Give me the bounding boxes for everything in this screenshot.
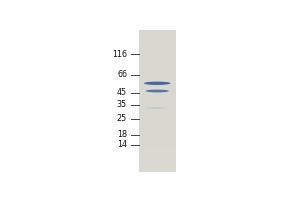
- Bar: [139, 110, 176, 115]
- Bar: [139, 49, 176, 54]
- Bar: [139, 167, 176, 172]
- Bar: [139, 30, 176, 35]
- Text: 116: 116: [112, 50, 127, 59]
- Bar: [139, 144, 176, 148]
- Bar: [139, 63, 176, 68]
- Bar: [139, 120, 176, 125]
- Bar: [139, 96, 176, 101]
- Text: 14: 14: [117, 140, 127, 149]
- Text: 35: 35: [117, 100, 127, 109]
- Bar: [139, 73, 176, 77]
- Ellipse shape: [146, 107, 167, 109]
- Bar: [139, 44, 176, 49]
- Bar: [139, 101, 176, 106]
- Bar: [139, 40, 176, 44]
- Bar: [139, 58, 176, 63]
- Ellipse shape: [144, 82, 171, 85]
- Bar: [139, 129, 176, 134]
- Bar: [139, 82, 176, 87]
- Text: 25: 25: [117, 114, 127, 123]
- Bar: [139, 54, 176, 58]
- Bar: [139, 30, 176, 172]
- Bar: [139, 134, 176, 139]
- Text: 45: 45: [117, 88, 127, 97]
- Bar: [139, 162, 176, 167]
- Bar: [139, 68, 176, 73]
- Ellipse shape: [146, 90, 169, 92]
- Bar: [139, 148, 176, 153]
- Bar: [139, 77, 176, 82]
- Bar: [139, 106, 176, 110]
- Bar: [139, 92, 176, 96]
- Bar: [139, 158, 176, 162]
- Bar: [139, 87, 176, 92]
- Text: 66: 66: [117, 70, 127, 79]
- Bar: [139, 35, 176, 40]
- Bar: [139, 153, 176, 158]
- Bar: [139, 115, 176, 120]
- Text: 18: 18: [117, 130, 127, 139]
- Bar: [139, 139, 176, 144]
- Bar: [139, 125, 176, 129]
